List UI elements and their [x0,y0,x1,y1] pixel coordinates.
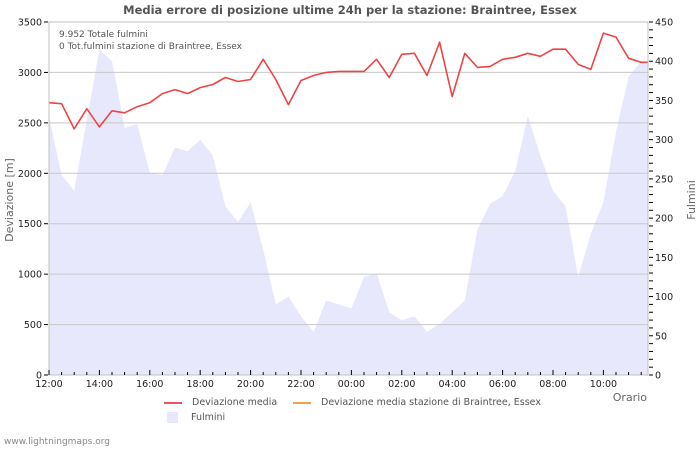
plot-border [48,21,649,376]
x-tick-label: 18:00 [187,379,214,390]
y-tick-label: 3000 [18,68,42,79]
y2-tick-label: 150 [655,253,673,264]
y2-tick-label: 350 [655,96,673,107]
gridlines [49,71,648,326]
y2-tick-label: 100 [655,292,673,303]
y-tick-label: 0 [36,371,42,382]
x-tick-label: 14:00 [86,379,113,390]
station-lightning-count: 0 Tot.fulmini stazione di Braintree, Ess… [59,42,242,52]
y-tick-label: 3500 [18,18,42,29]
y-tick-label: 1000 [18,270,42,281]
legend-item-station-deviation[interactable]: Deviazione media stazione di Braintree, … [293,397,541,408]
y2-tick-label: 0 [655,371,661,382]
legend-item-deviation[interactable]: Deviazione media [164,397,277,408]
x-tick-label: 00:00 [338,379,365,390]
chart-title: Media errore di posizione ultime 24h per… [123,3,577,17]
lightning-area-path [49,49,648,375]
y2-tick-label: 50 [655,331,667,342]
x-axis-title: Orario [613,391,648,404]
lightning-area [49,49,648,375]
x-tick-label: 22:00 [287,379,314,390]
y-left-axis-title: Deviazione [m] [3,158,16,242]
legend-label-deviation: Deviazione media [192,397,278,408]
y2-tick-label: 250 [655,174,673,185]
y-tick-label: 500 [24,320,42,331]
deviation-line-path [48,32,648,130]
total-lightning-count: 9.952 Totale fulmini [59,30,148,40]
legend-label-lightning: Fulmini [191,412,226,423]
legend-item-lightning[interactable]: Fulmini [163,412,225,423]
right-axis: 0 50 100 150 200 250 300 350 400 450 [649,18,673,382]
x-tick-label: 08:00 [539,379,566,390]
x-tick-label: 06:00 [489,379,516,390]
y-tick-label: 2500 [18,118,42,129]
y-tick-label: 2000 [18,169,42,180]
y2-tick-label: 400 [655,57,673,68]
legend-line-red-icon [164,401,182,404]
legend-line-orange-icon [293,401,311,404]
y2-tick-label: 450 [655,18,673,29]
footer-attribution: www.lightningmaps.org [4,437,110,447]
x-tick-label: 02:00 [388,379,415,390]
x-axis: 12:00 14:00 16:00 18:00 20:00 22:00 00:00 02:00… [35,370,642,390]
y-right-axis-title: Fulmini [685,180,698,220]
legend-label-station-deviation: Deviazione media stazione di Braintree, … [321,397,541,408]
x-tick-label: 16:00 [136,379,163,390]
x-tick-label: 20:00 [237,379,264,390]
plot-frame [48,21,649,376]
y2-tick-label: 200 [655,214,673,225]
left-axis: 0 500 1000 1500 2000 2500 3000 3500 [18,18,48,382]
x-tick-label: 12:00 [35,379,62,390]
x-tick-label: 04:00 [439,379,466,390]
deviation-line [48,32,648,130]
y-tick-label: 1500 [18,219,42,230]
legend-box-lightning-icon [167,412,178,423]
x-tick-label: 10:00 [590,379,617,390]
y2-tick-label: 300 [655,135,673,146]
